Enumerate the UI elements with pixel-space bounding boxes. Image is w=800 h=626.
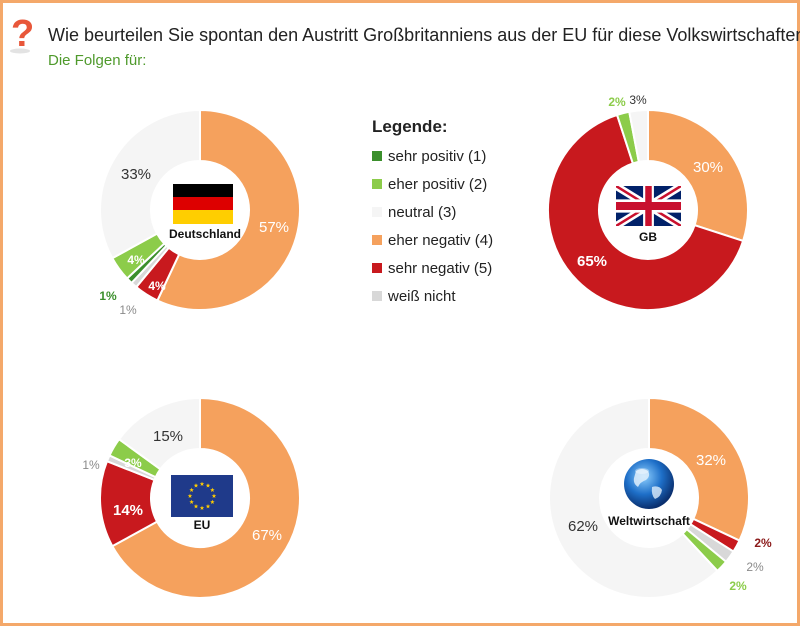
- legend-swatch: [372, 235, 382, 245]
- legend-swatch: [372, 179, 382, 189]
- legend-swatch: [372, 263, 382, 273]
- chart-center-label: GB: [639, 230, 657, 244]
- eu-star: [199, 505, 205, 510]
- slice-label: 62%: [568, 518, 598, 535]
- legend-swatch: [372, 207, 382, 217]
- donut-slice: [547, 113, 745, 311]
- uk-flag-icon: [616, 186, 681, 226]
- legend-label: sehr positiv (1): [388, 147, 487, 165]
- eu-flag-icon: [171, 475, 233, 517]
- donut-slice: [117, 396, 201, 471]
- slice-label: 14%: [113, 502, 143, 519]
- legend-item: sehr positiv (1): [372, 142, 493, 170]
- slice-label: 4%: [148, 279, 166, 293]
- slice-label: 1%: [99, 289, 117, 303]
- slice-label: 32%: [696, 452, 726, 469]
- eu-star: [193, 503, 199, 509]
- donut-slice: [647, 108, 749, 243]
- legend-item: eher negativ (4): [372, 226, 493, 254]
- slice-label: 57%: [259, 219, 289, 236]
- legend-item: eher positiv (2): [372, 170, 493, 198]
- eu-star: [211, 493, 217, 498]
- slice-label: 4%: [127, 253, 145, 267]
- chart-title: Wie beurteilen Sie spontan den Austritt …: [48, 25, 800, 45]
- donut-slice: [111, 396, 301, 599]
- svg-text:?: ?: [11, 13, 34, 54]
- slice-label: 15%: [153, 428, 183, 445]
- slice-label: 2%: [608, 95, 626, 109]
- slice-label: 65%: [577, 253, 607, 270]
- slice-label: 1%: [82, 458, 100, 472]
- slice-label: 67%: [252, 527, 282, 544]
- chart-center-label: Deutschland: [168, 227, 242, 241]
- slice-label: 3%: [629, 93, 647, 107]
- slice-label: 33%: [121, 166, 151, 183]
- slice-label: 3%: [124, 456, 142, 470]
- chart-center-label: EU: [193, 518, 211, 532]
- eu-star: [193, 483, 199, 488]
- globe-icon: [624, 459, 674, 509]
- legend-label: eher negativ (4): [388, 231, 494, 249]
- eu-star: [205, 503, 211, 509]
- eu-star: [189, 499, 194, 504]
- eu-star: [187, 493, 193, 498]
- donut-slice: [99, 108, 201, 260]
- legend-swatch: [372, 151, 382, 161]
- slice-label: 2%: [729, 579, 747, 593]
- german-flag-icon: [173, 184, 233, 224]
- slice-label: 2%: [746, 560, 764, 574]
- slice-label: 2%: [754, 536, 772, 550]
- eu-star: [199, 481, 205, 486]
- eu-star: [205, 483, 211, 488]
- legend-label: weiß nicht: [388, 287, 456, 305]
- eu-star: [210, 487, 215, 492]
- legend-title: Legende:: [372, 117, 448, 136]
- legend-item: weiß nicht: [372, 282, 493, 310]
- donut-slice: [648, 396, 750, 542]
- question-mark-icon: ?: [10, 13, 34, 54]
- legend-label: eher positiv (2): [388, 175, 488, 193]
- chart-center-label: Weltwirtschaft: [608, 514, 690, 528]
- donut-slice: [628, 108, 649, 164]
- eu-star: [189, 487, 194, 492]
- eu-star: [210, 499, 215, 504]
- legend: Legende: sehr positiv (1) eher positiv (…: [372, 117, 493, 310]
- legend-label: neutral (3): [388, 203, 457, 221]
- legend-swatch: [372, 291, 382, 301]
- slice-label: 30%: [693, 159, 723, 176]
- chart-subtitle: Die Folgen für:: [48, 52, 147, 69]
- donut-slice: [548, 396, 719, 599]
- legend-label: sehr negativ (5): [388, 259, 493, 277]
- legend-item: neutral (3): [372, 198, 493, 226]
- donut-slice: [156, 108, 301, 311]
- legend-item: sehr negativ (5): [372, 254, 493, 282]
- slice-label: 1%: [119, 303, 137, 317]
